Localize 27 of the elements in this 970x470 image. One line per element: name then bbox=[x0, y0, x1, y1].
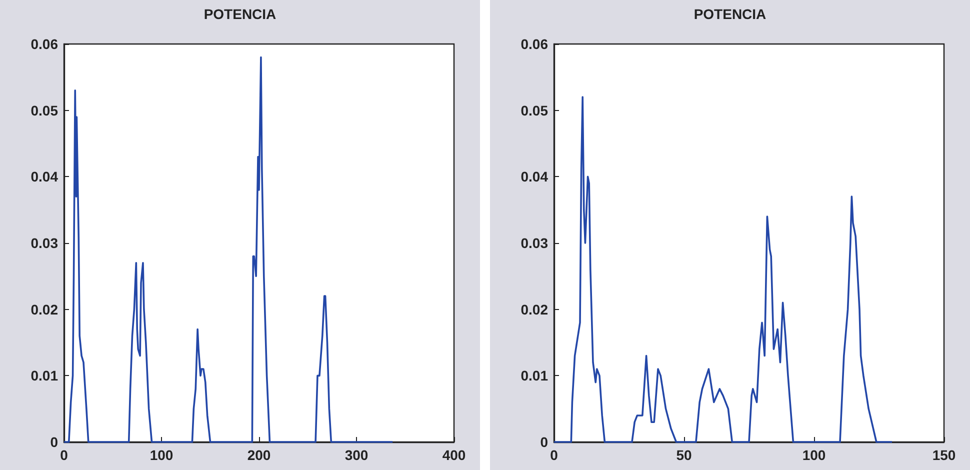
x-tick-label: 100 bbox=[150, 447, 174, 463]
y-tick-label: 0.04 bbox=[520, 168, 548, 185]
y-tick-label: 0.02 bbox=[30, 301, 58, 318]
y-tick-label: 0.06 bbox=[520, 36, 548, 52]
chart-title: POTENCIA bbox=[204, 6, 276, 22]
x-tick-label: 0 bbox=[550, 447, 558, 463]
line-series bbox=[63, 56, 394, 443]
x-tick-label: 400 bbox=[442, 447, 466, 463]
x-tick-label: 50 bbox=[676, 447, 692, 463]
y-tick-label: 0 bbox=[50, 434, 58, 450]
x-tick-label: 200 bbox=[247, 447, 271, 463]
line-series bbox=[553, 96, 893, 443]
x-tick-label: 300 bbox=[344, 447, 368, 463]
chart-title: POTENCIA bbox=[694, 6, 766, 22]
x-tick-label: 100 bbox=[802, 447, 826, 463]
y-tick-label: 0.02 bbox=[520, 301, 548, 318]
y-tick-label: 0.06 bbox=[30, 36, 58, 52]
x-tick-label: 150 bbox=[932, 447, 956, 463]
y-tick-label: 0 bbox=[540, 434, 548, 450]
y-tick-label: 0.03 bbox=[30, 235, 58, 251]
y-tick-label: 0.01 bbox=[30, 368, 58, 384]
y-tick-label: 0.03 bbox=[520, 235, 548, 251]
y-tick-label: 0.04 bbox=[30, 168, 58, 185]
x-tick-label: 0 bbox=[60, 447, 68, 463]
y-tick-label: 0.05 bbox=[520, 102, 548, 118]
y-tick-label: 0.01 bbox=[520, 368, 548, 384]
y-tick-label: 0.05 bbox=[30, 102, 58, 118]
